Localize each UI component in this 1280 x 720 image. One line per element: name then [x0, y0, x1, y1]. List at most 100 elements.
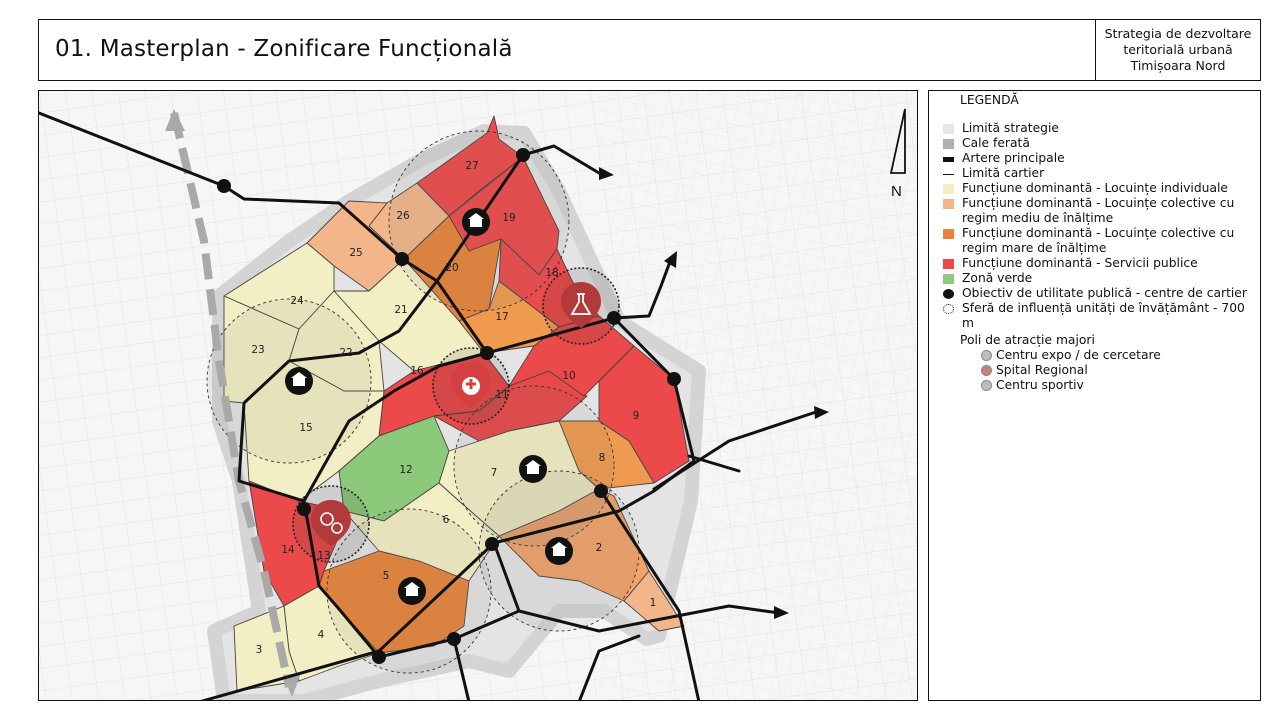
legend-item: Artere principale — [943, 151, 1253, 166]
legend-pole-item: Centru sportiv — [981, 378, 1084, 392]
legend-pole-item: Centru expo / de cercetare — [981, 348, 1161, 362]
legend-item: Funcțiune dominantă - Locuințe colective… — [943, 226, 1253, 256]
legend-item: Sferă de influență unități de învățământ… — [943, 301, 1253, 331]
sport-pole-marker — [311, 500, 351, 546]
legend-swatch — [943, 157, 954, 162]
hospital-pole-marker — [451, 362, 491, 408]
zone-label-5: 5 — [383, 570, 390, 582]
poles-title: Poli de atracție majori — [960, 333, 1095, 347]
arrow-head — [599, 167, 614, 180]
legend-label: Obiectiv de utilitate publică - centre d… — [962, 286, 1247, 300]
artery-inner-west — [302, 351, 489, 659]
school-icon — [519, 455, 547, 483]
railway-arrow — [165, 109, 185, 131]
legend-label: Funcțiune dominantă - Locuințe individua… — [962, 181, 1228, 195]
legend-label: Cale ferată — [962, 136, 1030, 150]
junction-node — [217, 179, 231, 193]
zone-label-16: 16 — [410, 365, 424, 377]
project-label-line-3: Timișoara Nord — [1130, 58, 1226, 73]
artery-south-2 — [452, 637, 471, 700]
zone-label-21: 21 — [394, 304, 407, 316]
legend-item: Funcțiune dominantă - Servicii publice — [943, 256, 1253, 271]
legend-pole-label: Spital Regional — [996, 363, 1088, 377]
zone-21[interactable] — [333, 258, 485, 372]
zone-label-2: 2 — [596, 542, 603, 554]
zone-25[interactable] — [306, 200, 405, 292]
junction-node — [395, 252, 409, 266]
legend-item: Funcțiune dominantă - Locuințe individua… — [943, 181, 1253, 196]
flask-icon — [570, 293, 592, 315]
junction-node — [480, 346, 494, 360]
arrow-head — [664, 251, 677, 268]
pole-dot-icon — [981, 364, 992, 376]
legend-label: Zonă verde — [962, 271, 1033, 285]
legend-swatch — [943, 304, 954, 314]
legend-label: Funcțiune dominantă - Locuințe colective… — [962, 226, 1235, 255]
junction-node — [667, 372, 681, 386]
junction-node — [297, 502, 311, 516]
legend-item: Funcțiune dominantă - Locuințe colective… — [943, 196, 1253, 226]
junction-node — [372, 650, 386, 664]
legend-swatch — [943, 184, 954, 194]
zone-label-8: 8 — [599, 452, 606, 464]
artery-east-2 — [687, 454, 741, 473]
legend-pole-label: Centru expo / de cercetare — [996, 348, 1161, 362]
zone-label-3: 3 — [256, 644, 263, 656]
legend-item: Limită strategie — [943, 121, 1253, 136]
zone-label-26: 26 — [396, 210, 410, 222]
zone-label-19: 19 — [502, 212, 515, 224]
ball-icon — [320, 512, 334, 526]
zone-label-6: 6 — [443, 514, 450, 526]
zone-label-22: 22 — [339, 347, 352, 359]
zone-label-14: 14 — [281, 544, 295, 556]
legend-swatch — [943, 259, 954, 269]
school-icon — [462, 208, 490, 236]
junction-node — [447, 632, 461, 646]
legend-label: Artere principale — [962, 151, 1065, 165]
school-icon — [285, 367, 313, 395]
legend-swatch — [943, 174, 954, 175]
pole-dot-icon — [981, 349, 992, 361]
artery-south-4 — [578, 634, 641, 700]
legend-swatch — [943, 139, 954, 149]
artery-southeast — [599, 489, 701, 700]
junction-node — [594, 484, 608, 498]
school-icon — [398, 577, 426, 605]
legend-label: Limită cartier — [962, 166, 1045, 180]
legend-label: Limită strategie — [962, 121, 1059, 135]
artery-northeast — [612, 257, 673, 320]
masterplan-map[interactable]: 1 2 3 4 5 6 7 8 9 10 11 12 13 14 15 16 17 18 19 20 21 22 23 24 2… — [38, 90, 918, 701]
legend-pole-label: Centru sportiv — [996, 378, 1084, 392]
legend-swatch — [943, 124, 954, 134]
zone-label-10: 10 — [562, 370, 575, 382]
zone-label-24: 24 — [290, 295, 304, 307]
zone-label-27: 27 — [465, 160, 478, 172]
arrow-head — [814, 406, 829, 419]
legend-item: Zonă verde — [943, 271, 1253, 286]
project-label-panel: Strategia de dezvoltare teritorială urba… — [1095, 19, 1261, 81]
zone-label-12: 12 — [399, 464, 412, 476]
arrow-head — [774, 606, 789, 619]
north-arrow: N — [889, 108, 906, 200]
legend-label: Sferă de influență unități de învățământ… — [962, 301, 1245, 330]
zone-label-25: 25 — [349, 247, 362, 259]
artery-south-3 — [517, 604, 781, 633]
legend-swatch — [943, 274, 954, 284]
legend-swatch — [943, 199, 954, 209]
legend-label: Funcțiune dominantă - Locuințe colective… — [962, 196, 1235, 225]
junction-node — [607, 311, 621, 325]
zone-label-18: 18 — [545, 267, 558, 279]
railway-arrow — [283, 673, 301, 697]
zone-label-17: 17 — [495, 311, 508, 323]
north-arrow-label: N — [891, 183, 902, 200]
zone-label-11: 11 — [495, 389, 508, 401]
pole-dot-icon — [981, 379, 992, 391]
legend-pole-item: Spital Regional — [981, 363, 1088, 377]
map-canvas: 1234567891011121314151617181920212223242… — [39, 91, 917, 700]
zone-label-9: 9 — [633, 410, 640, 422]
artery-south — [377, 541, 521, 659]
legend-item: Limită cartier — [943, 166, 1253, 181]
legend-item: Cale ferată — [943, 136, 1253, 151]
project-label-line-1: Strategia de dezvoltare — [1104, 26, 1252, 41]
legend-label: Funcțiune dominantă - Servicii publice — [962, 256, 1198, 270]
